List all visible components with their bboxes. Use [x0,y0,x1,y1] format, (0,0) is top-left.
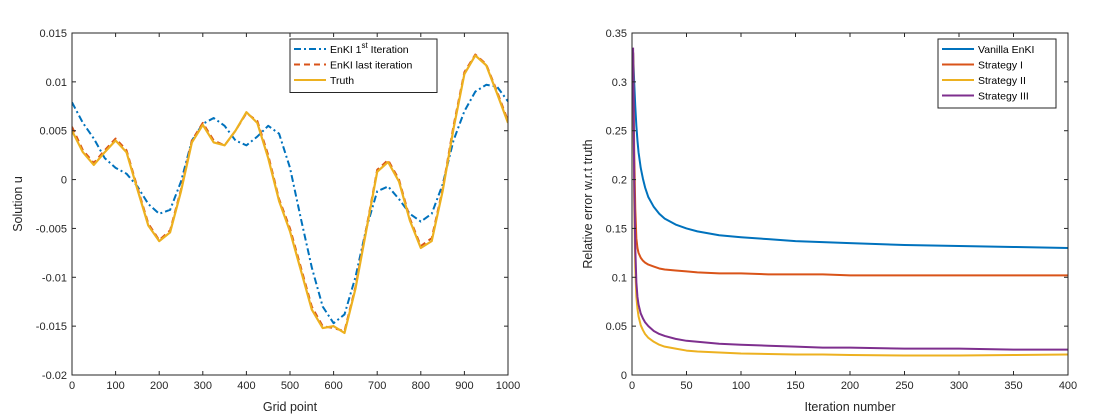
y-tick-label: 0.25 [606,126,627,138]
legend: EnKI 1st Iteration EnKI last iteration Tru… [289,38,438,93]
y-tick-label: -0.015 [36,321,67,333]
legend-label: Strategy III [978,91,1029,103]
series-line-2-3 [632,52,1068,357]
x-axis-label: Iteration number [804,400,895,414]
legend-label-sup: st [362,41,369,50]
x-tick-label: 250 [895,380,913,392]
x-tick-label: 900 [455,380,473,392]
y-axis-label: Solution u [11,176,25,232]
chart-2: 0 50 100 150 200 250 300 350 400 0 0.05 0.1 0.15 0.2 0… [581,28,1077,414]
x-tick-label: 100 [732,380,750,392]
y-tick-label: 0.1 [612,272,627,284]
y-tick-label: 0.15 [606,223,627,235]
x-tick-label: 100 [106,380,124,392]
y-tick-label: 0.01 [46,77,67,89]
x-tick-label: 0 [629,380,635,392]
series-line-2-2 [632,52,1068,277]
legend-label: Truth [330,75,354,87]
y-tick-label: 0.015 [39,28,67,40]
x-tick-label: 500 [281,380,299,392]
x-tick-label: 800 [412,380,430,392]
x-tick-label: 400 [1059,380,1077,392]
chart-1: 0 100 200 300 400 500 600 700 800 900 1000 -0.02 -0.… [11,28,520,414]
series-line-2-1 [632,52,1068,249]
x-axis-label: Grid point [263,400,318,414]
x-tick-label: 200 [841,380,859,392]
x-tick-label: 400 [237,380,255,392]
legend-label-base: EnKI 1 [330,44,362,56]
legend-label: EnKI 1st Iteration [330,41,409,56]
x-tick-label: 600 [324,380,342,392]
x-tick-label: 0 [69,380,75,392]
x-tick-label: 150 [786,380,804,392]
series-line-1-3 [72,54,508,335]
series-line-1-1 [72,83,508,325]
x-tick-label: 300 [950,380,968,392]
legend-label: Strategy I [978,60,1023,72]
y-tick-label: 0 [61,175,67,187]
y-tick-label: 0.3 [612,77,627,89]
y-tick-label: 0 [621,370,627,382]
y-tick-label: 0.05 [606,321,627,333]
y-tick-label: 0.35 [606,28,627,40]
y-axis-label: Relative error w.r.t truth [581,139,595,268]
x-tick-label: 350 [1004,380,1022,392]
legend-label: Strategy II [978,75,1026,87]
y-tick-label: 0.005 [39,126,67,138]
legend-label: EnKI last iteration [330,60,412,72]
y-tick-label: -0.01 [42,272,67,284]
y-tick-label: 0.2 [612,175,627,187]
y-tick-label: -0.005 [36,223,67,235]
x-tick-label: 300 [194,380,212,392]
x-tick-label: 50 [680,380,692,392]
legend: Vanilla EnKI Strategy I Strategy II Strateg… [937,38,1057,109]
legend-label-tail: Iteration [368,44,409,56]
y-tick-label: -0.02 [42,370,67,382]
legend-box [289,38,438,93]
x-tick-label: 700 [368,380,386,392]
x-tick-label: 200 [150,380,168,392]
x-tick-label: 1000 [496,380,520,392]
series-line-2-4 [632,47,1068,351]
legend-label: Vanilla EnKI [978,44,1034,56]
